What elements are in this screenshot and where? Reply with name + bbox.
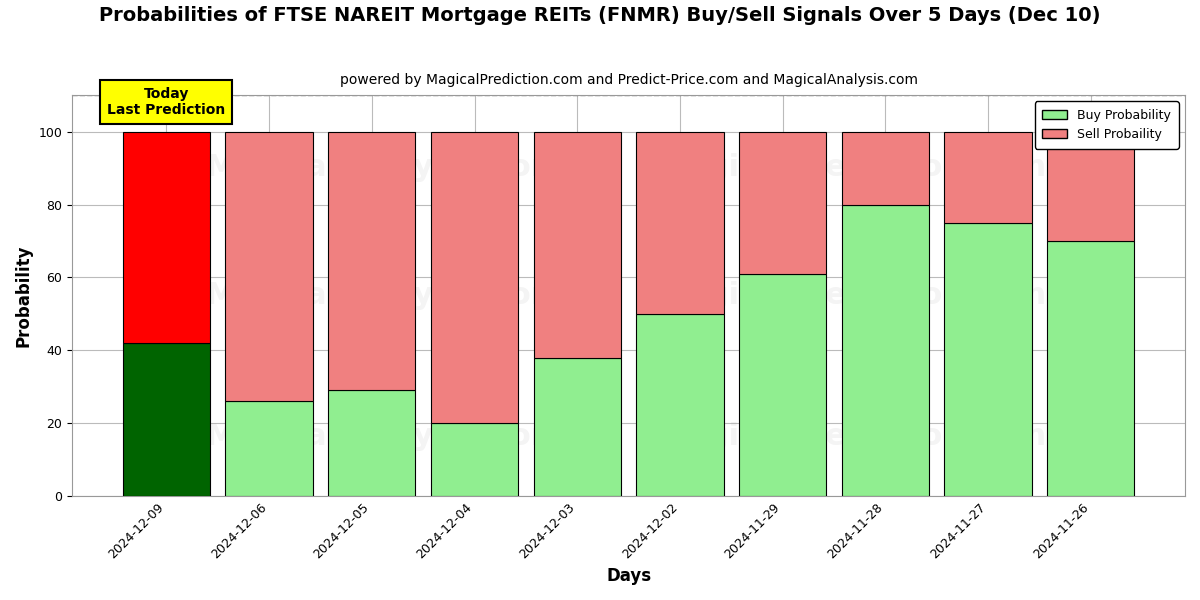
- Bar: [328, 391, 415, 496]
- Bar: [534, 358, 620, 496]
- Bar: [841, 205, 929, 496]
- Text: MagicalAnalysis.com: MagicalAnalysis.com: [205, 422, 563, 451]
- Bar: [226, 131, 313, 401]
- Text: Today
Last Prediction: Today Last Prediction: [107, 87, 226, 117]
- Y-axis label: Probability: Probability: [16, 244, 34, 347]
- Bar: [739, 131, 827, 274]
- Text: MagicalAnalysis.com: MagicalAnalysis.com: [205, 153, 563, 182]
- Bar: [1048, 131, 1134, 241]
- Bar: [431, 423, 518, 496]
- X-axis label: Days: Days: [606, 567, 652, 585]
- Bar: [739, 274, 827, 496]
- Text: MagicalPrediction.com: MagicalPrediction.com: [656, 422, 1046, 451]
- Bar: [841, 131, 929, 205]
- Text: MagicalPrediction.com: MagicalPrediction.com: [656, 153, 1046, 182]
- Bar: [226, 401, 313, 496]
- Title: powered by MagicalPrediction.com and Predict-Price.com and MagicalAnalysis.com: powered by MagicalPrediction.com and Pre…: [340, 73, 918, 87]
- Bar: [534, 131, 620, 358]
- Bar: [122, 131, 210, 343]
- Bar: [431, 131, 518, 423]
- Bar: [636, 314, 724, 496]
- Bar: [1048, 241, 1134, 496]
- Legend: Buy Probability, Sell Probaility: Buy Probability, Sell Probaility: [1034, 101, 1178, 149]
- Text: MagicalPrediction.com: MagicalPrediction.com: [656, 281, 1046, 310]
- Bar: [122, 343, 210, 496]
- Text: MagicalAnalysis.com: MagicalAnalysis.com: [205, 281, 563, 310]
- Bar: [944, 131, 1032, 223]
- Text: Probabilities of FTSE NAREIT Mortgage REITs (FNMR) Buy/Sell Signals Over 5 Days : Probabilities of FTSE NAREIT Mortgage RE…: [100, 6, 1100, 25]
- Bar: [944, 223, 1032, 496]
- Bar: [328, 131, 415, 391]
- Bar: [636, 131, 724, 314]
